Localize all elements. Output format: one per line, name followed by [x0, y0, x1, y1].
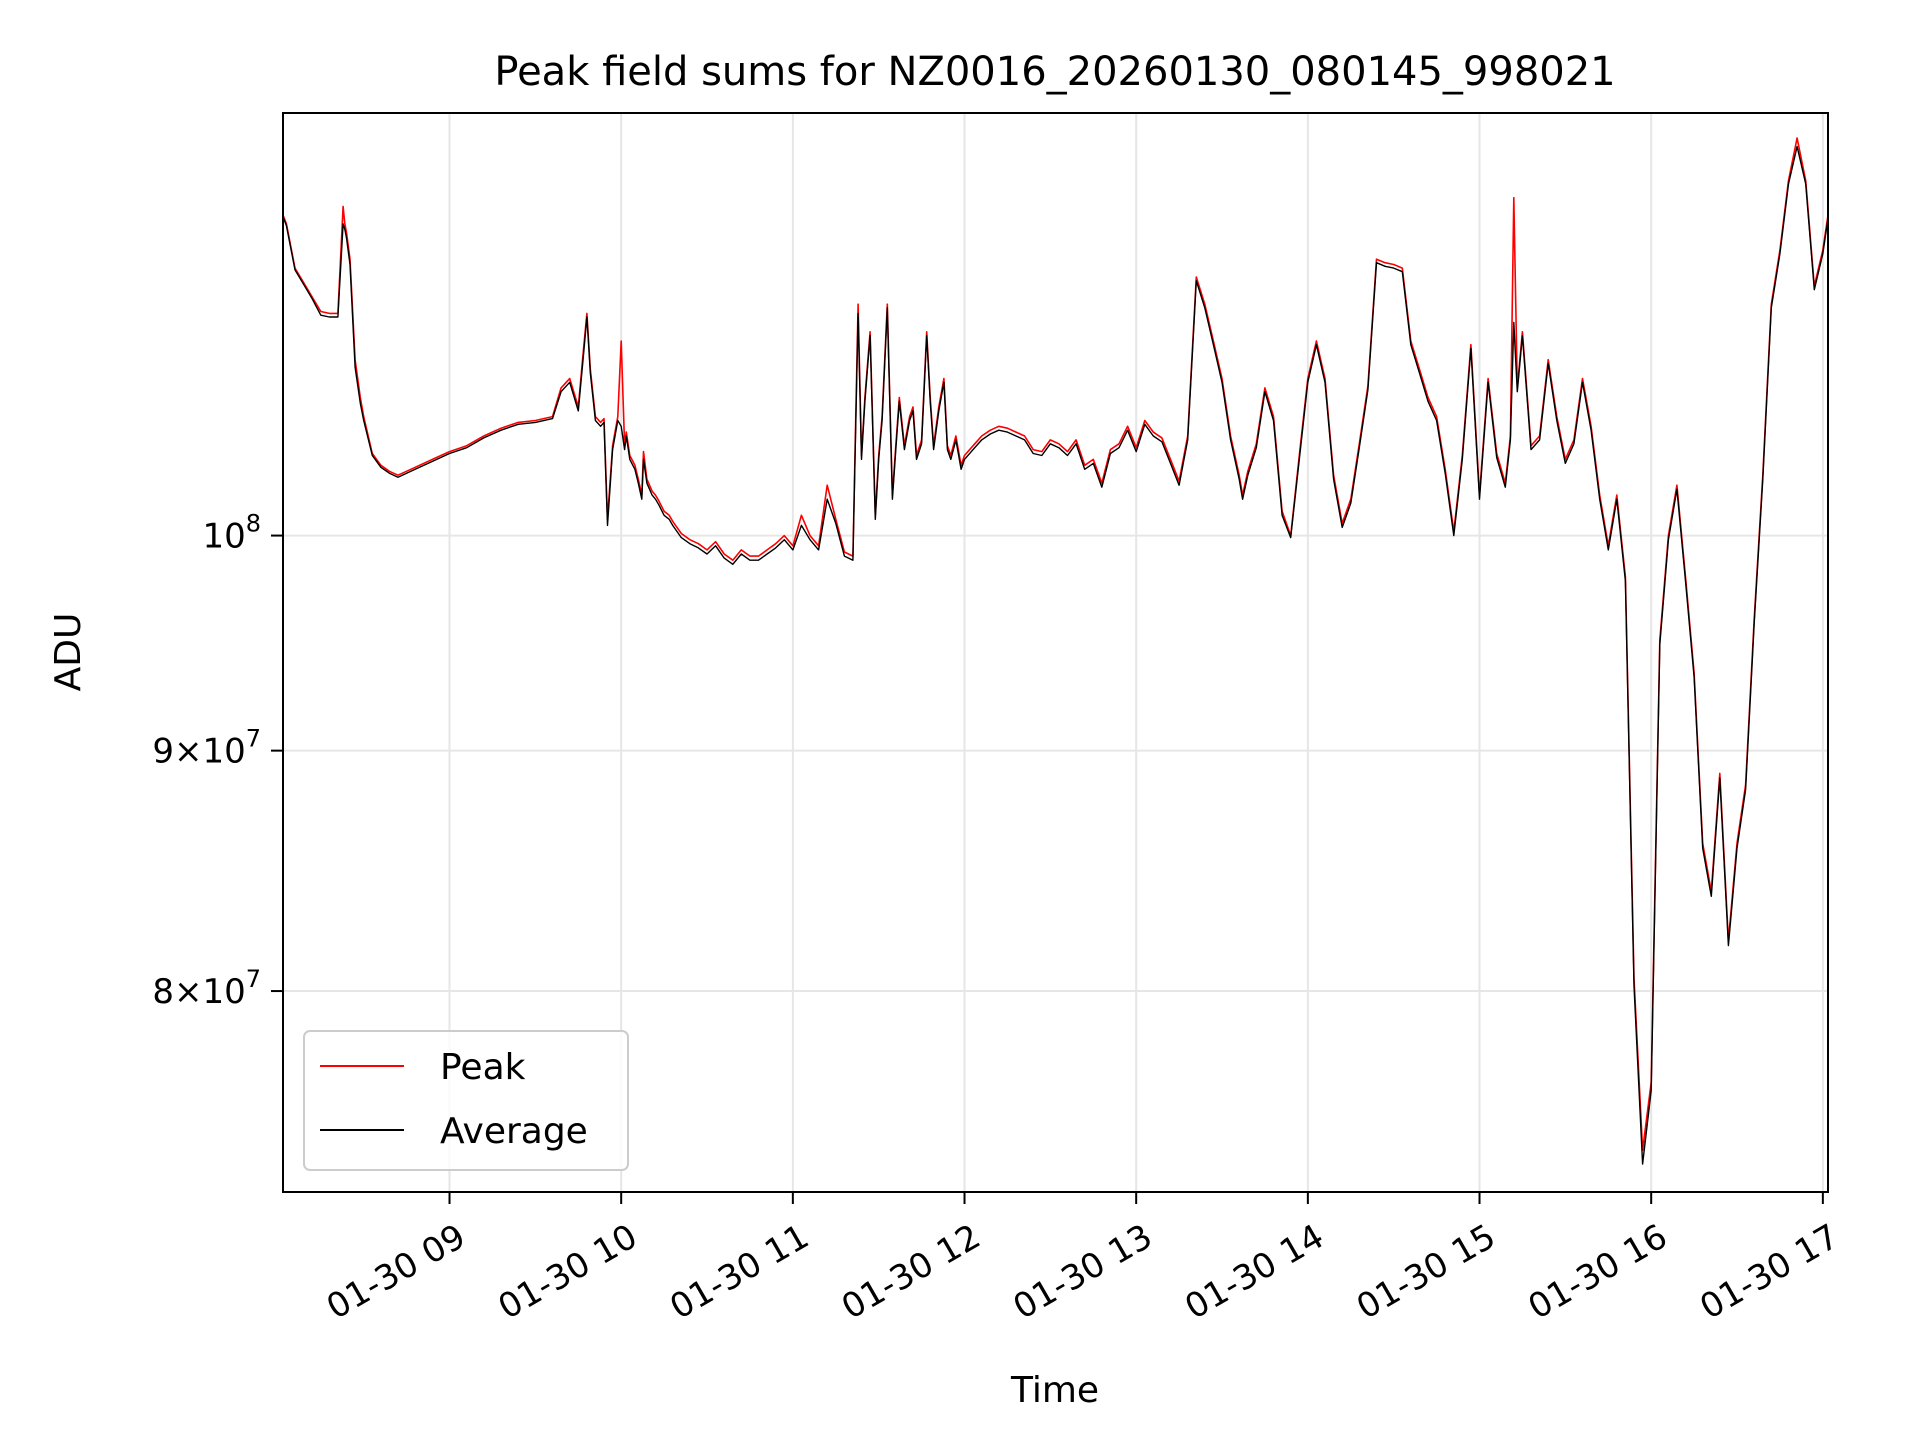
y-axis-label: ADU	[48, 613, 89, 692]
chart-title: Peak field sums for NZ0016_20260130_0801…	[494, 49, 1615, 95]
legend-label-average: Average	[440, 1111, 588, 1152]
y-tick-label: 9×107	[152, 725, 261, 772]
legend-label-peak: Peak	[440, 1047, 526, 1088]
x-gridlines	[448, 113, 1824, 1192]
y-tick-label: 8×107	[152, 965, 261, 1012]
legend: Peak Average	[303, 1030, 629, 1171]
y-tick-label: 108	[202, 510, 261, 557]
y-axis-ticks: 108 9×107 8×107	[152, 510, 283, 1012]
plot-frame	[282, 112, 1829, 1193]
x-axis-label: Time	[1010, 1370, 1099, 1411]
series-line-peak	[283, 137, 1828, 1151]
series-layer	[283, 137, 1828, 1165]
series-line-average	[283, 145, 1828, 1165]
y-gridlines	[283, 534, 1828, 993]
